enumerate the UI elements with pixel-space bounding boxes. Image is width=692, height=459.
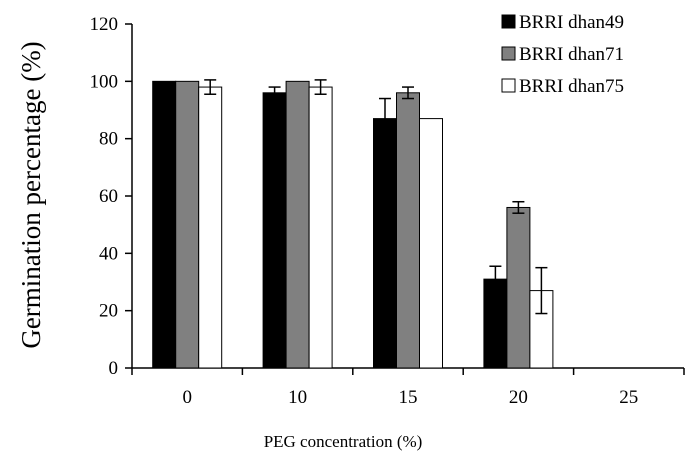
- bar: [419, 118, 443, 369]
- legend-swatch: [501, 14, 516, 29]
- y-axis: 0 20 40 60 80 100 120: [90, 14, 133, 379]
- error-bars-group: [204, 79, 548, 315]
- x-axis: 0 10 15 20 25: [131, 367, 685, 408]
- x-tick-label: 0: [182, 387, 192, 408]
- legend-swatch: [501, 46, 516, 61]
- x-tick-label: 25: [619, 387, 638, 408]
- y-tick-label: 40: [99, 243, 118, 264]
- legend: BRRI dhan49 BRRI dhan71 BRRI dhan75: [501, 12, 624, 97]
- y-axis-title: Germination percentage (%): [16, 41, 46, 348]
- bar: [175, 80, 200, 369]
- x-axis-title: PEG concentration (%): [264, 432, 423, 451]
- bar: [198, 86, 223, 369]
- y-tick-label: 0: [109, 358, 119, 379]
- x-tick-label: 15: [399, 387, 418, 408]
- legend-label: BRRI dhan49: [519, 12, 624, 33]
- y-tick-label: 100: [90, 71, 119, 92]
- bars-group: [152, 80, 554, 369]
- bar: [262, 92, 287, 369]
- y-tick-label: 120: [90, 14, 119, 35]
- x-tick-label: 20: [509, 387, 528, 408]
- y-tick-label: 60: [99, 186, 118, 207]
- bar: [373, 118, 397, 369]
- y-tick-label: 20: [99, 301, 118, 322]
- bar: [506, 206, 531, 369]
- x-tick-label: 10: [288, 387, 307, 408]
- bar: [396, 92, 420, 369]
- bar: [152, 80, 177, 369]
- y-tick-label: 80: [99, 129, 118, 150]
- legend-label: BRRI dhan75: [519, 76, 624, 97]
- bar: [308, 86, 333, 369]
- legend-label: BRRI dhan71: [519, 44, 624, 65]
- bar: [285, 80, 310, 369]
- legend-swatch: [501, 78, 516, 93]
